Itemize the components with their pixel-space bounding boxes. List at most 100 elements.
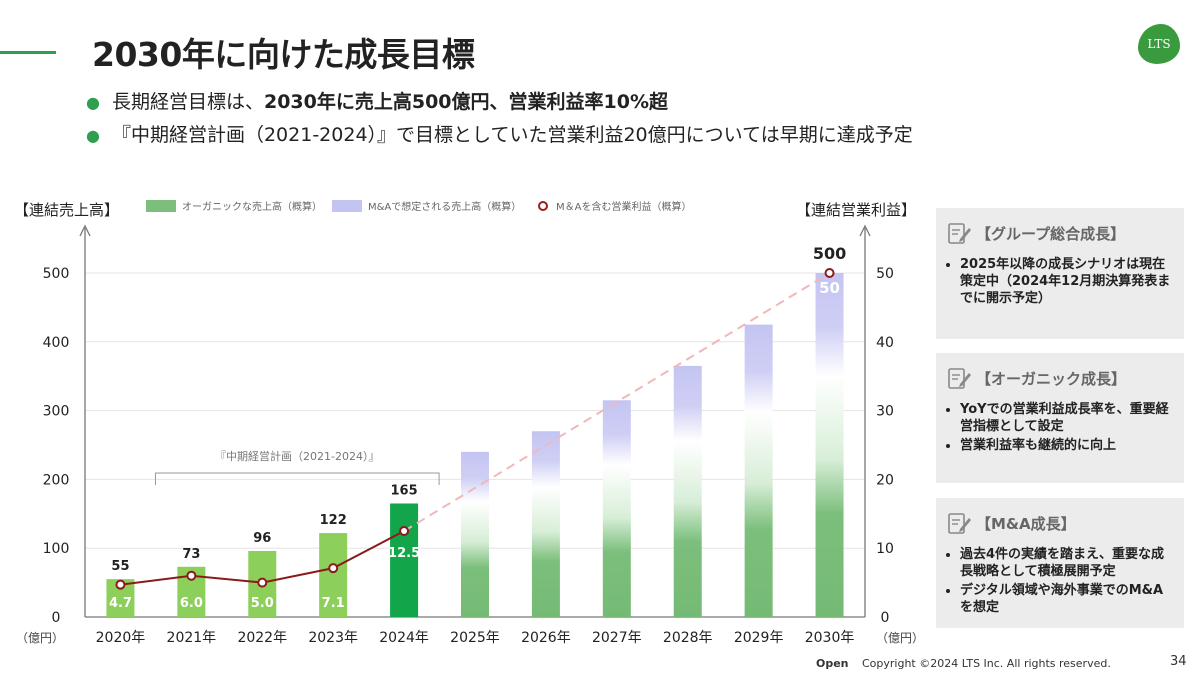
card-item: 過去4件の実績を踏まえ、重要な成長戦略として積極展開予定 (960, 546, 1176, 580)
legend-ma-label: M&Aで想定される売上高（概算） (368, 202, 522, 213)
page-number: 34 (1170, 654, 1187, 669)
revenue-profit-chart: 『中期経営計画（2021-2024）』 0 100 200 300 400 500 0 10 2… (16, 224, 924, 646)
chart-labels: 0 100 200 300 400 500 0 10 20 30 40 50 55 73 96 122 165 5… (16, 244, 924, 646)
logo-text: LTS (1147, 37, 1171, 51)
card-title: 【グループ総合成長】 (976, 224, 1126, 243)
projected-revenue-bar (531, 431, 560, 617)
revenue-value-label: 165 (391, 483, 418, 498)
revenue-bar (390, 503, 419, 617)
x-tick-label: 2029年 (734, 630, 784, 646)
profit-point (115, 579, 126, 590)
left-tick-label: 100 (43, 541, 70, 557)
x-tick-label: 2022年 (237, 630, 287, 646)
profit-point (399, 526, 410, 536)
right-tick-label: 40 (876, 335, 894, 351)
revenue-value-label: 96 (253, 531, 271, 546)
revenue-value-label: 55 (111, 559, 129, 574)
left-axis-title: 【連結売上高】 (14, 201, 120, 219)
memo-icon (948, 223, 971, 244)
right-tick-label: 30 (876, 404, 894, 420)
x-tick-label: 2026年 (521, 630, 571, 646)
bullet-text: 『中期経営計画（2021-2024）』で目標としていた営業利益20億円については… (111, 124, 913, 146)
right-tick-label: 0 (881, 610, 890, 626)
card-header: 【M&A成長】 (936, 498, 1184, 536)
card-list: YoYでの営業利益成長率を、重要経営指標として設定 営業利益率も継続的に向上 (936, 401, 1184, 454)
left-tick-label: 500 (43, 266, 70, 282)
bullet-item: ● 『中期経営計画（2021-2024）』で目標としていた営業利益20億円について… (86, 119, 913, 152)
company-logo: LTS (1138, 24, 1180, 64)
card-title: 【M&A成長】 (976, 514, 1076, 533)
left-tick-label: 200 (43, 472, 70, 488)
revenue-value-label: 500 (813, 244, 846, 263)
summary-bullets: ● 長期経営目標は、2030年に売上高500億円、営業利益率10%超 ● 『中期経営… (86, 86, 913, 152)
card-title: 【オーガニック成長】 (976, 369, 1127, 388)
profit-point (186, 570, 197, 581)
left-tick-label: 300 (43, 404, 70, 420)
footer-copyright: Copyright ©2024 LTS Inc. All rights rese… (862, 657, 1111, 670)
legend-profit-marker-icon (538, 200, 548, 211)
card-item: 2025年以降の成長シナリオは現在策定中（2024年12月期決算発表までに開示予… (960, 256, 1176, 307)
legend-profit-label: M＆Aを含む営業利益（概算） (556, 202, 692, 213)
card-group-growth: 【グループ総合成長】 2025年以降の成長シナリオは現在策定中（2024年12月… (936, 208, 1184, 339)
profit-value-label: 6.0 (180, 596, 203, 611)
midterm-plan-bracket: 『中期経営計画（2021-2024）』 (154, 449, 440, 485)
legend-ma-swatch (332, 199, 362, 212)
revenue-bar (319, 533, 348, 617)
profit-lines (115, 268, 835, 590)
legend-ma: M&Aで想定される売上高（概算） (332, 198, 521, 213)
page-title: 2030年に向けた成長目標 (92, 35, 475, 74)
title-accent-line (0, 51, 56, 54)
left-unit-label: （億円） (16, 631, 64, 645)
projected-revenue-bar (673, 365, 702, 617)
right-tick-label: 50 (876, 266, 894, 282)
right-tick-label: 10 (876, 541, 894, 557)
profit-value-label: 7.1 (322, 596, 345, 611)
x-tick-label: 2025年 (450, 630, 500, 646)
bullet-text: 長期経営目標は、 (111, 91, 264, 113)
profit-value-label: 4.7 (109, 596, 132, 611)
card-list: 過去4件の実績を踏まえ、重要な成長戦略として積極展開予定 デジタル領域や海外事業… (936, 546, 1184, 616)
card-header: 【グループ総合成長】 (936, 208, 1184, 246)
legend-organic: オーガニックな売上高（概算） (146, 198, 322, 213)
left-tick-label: 0 (52, 610, 61, 626)
bracket-label: 『中期経営計画（2021-2024）』 (215, 449, 379, 463)
profit-value-label: 5.0 (251, 596, 274, 611)
projected-revenue-bar (744, 324, 773, 617)
bullet-dot-icon: ● (86, 126, 100, 145)
legend-organic-swatch (146, 199, 176, 212)
x-tick-label: 2023年 (308, 630, 358, 646)
profit-value-label: 50 (819, 279, 840, 297)
right-axis-arrow-icon (859, 224, 871, 237)
profit-point (328, 563, 339, 574)
bullet-dot-icon: ● (86, 93, 100, 112)
card-header: 【オーガニック成長】 (936, 353, 1184, 391)
card-ma-growth: 【M&A成長】 過去4件の実績を踏まえ、重要な成長戦略として積極展開予定 デジタ… (936, 498, 1184, 628)
x-tick-label: 2021年 (167, 630, 217, 646)
x-tick-label: 2028年 (663, 630, 713, 646)
right-tick-label: 20 (876, 472, 894, 488)
profit-value-label: 12.5 (388, 546, 420, 561)
card-item: 営業利益率も継続的に向上 (960, 437, 1176, 454)
card-organic-growth: 【オーガニック成長】 YoYでの営業利益成長率を、重要経営指標として設定 営業利… (936, 353, 1184, 483)
left-axis-arrow-icon (79, 224, 91, 237)
revenue-value-label: 73 (182, 547, 200, 562)
memo-icon (948, 368, 971, 389)
legend-profit: M＆Aを含む営業利益（概算） (538, 198, 691, 213)
x-tick-label: 2027年 (592, 630, 642, 646)
profit-point (257, 577, 268, 588)
projected-revenue-bar (461, 451, 489, 617)
right-axis-title: 【連結営業利益】 (796, 201, 917, 219)
profit-point (824, 268, 835, 278)
bullet-emphasis: 2030年に売上高500億円、営業利益率10%超 (263, 91, 669, 113)
x-tick-label: 2020年 (96, 630, 146, 646)
memo-icon (948, 513, 971, 534)
left-tick-label: 400 (43, 335, 70, 351)
right-unit-label: （億円） (876, 631, 924, 645)
card-list: 2025年以降の成長シナリオは現在策定中（2024年12月期決算発表までに開示予… (936, 256, 1184, 307)
x-tick-label: 2030年 (805, 630, 855, 646)
x-tick-label: 2024年 (379, 630, 429, 646)
card-item: YoYでの営業利益成長率を、重要経営指標として設定 (960, 401, 1176, 435)
footer-open-label: Open (816, 657, 849, 670)
projected-revenue-bar (602, 400, 631, 617)
profit-projection-line (403, 272, 831, 532)
